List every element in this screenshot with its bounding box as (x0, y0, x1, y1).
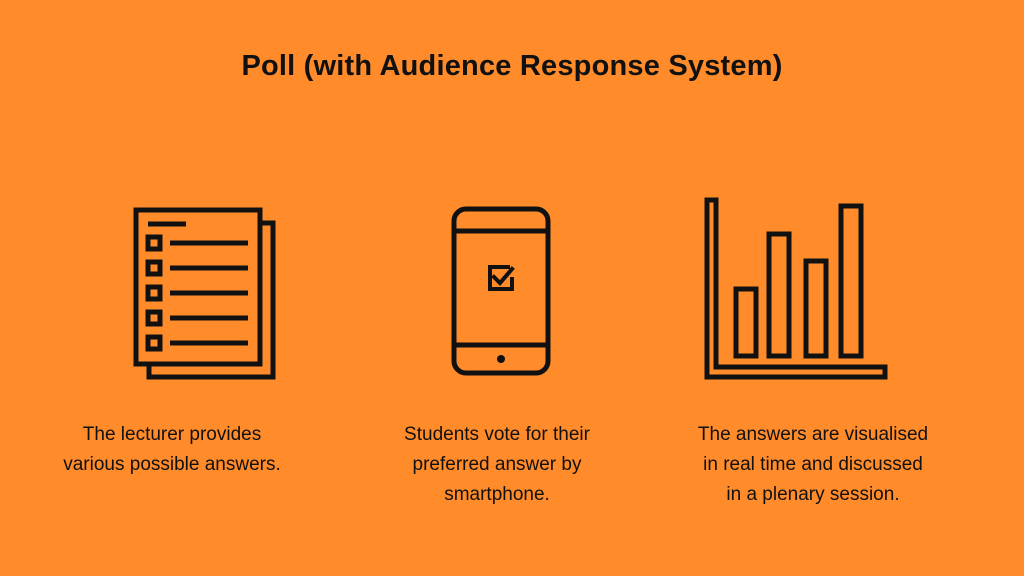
checklist-document-icon (130, 205, 280, 383)
step-3-caption: The answers are visualised in real time … (697, 424, 929, 505)
bar-chart-icon (702, 197, 890, 383)
step-1-caption: The lecturer provides various possible a… (63, 424, 281, 475)
step-2-caption: Students vote for their preferred answer… (404, 424, 590, 505)
checkbox-icon (488, 265, 515, 291)
page-title: Poll (with Audience Response System) (241, 50, 783, 82)
smartphone-checkbox-icon (448, 203, 554, 379)
